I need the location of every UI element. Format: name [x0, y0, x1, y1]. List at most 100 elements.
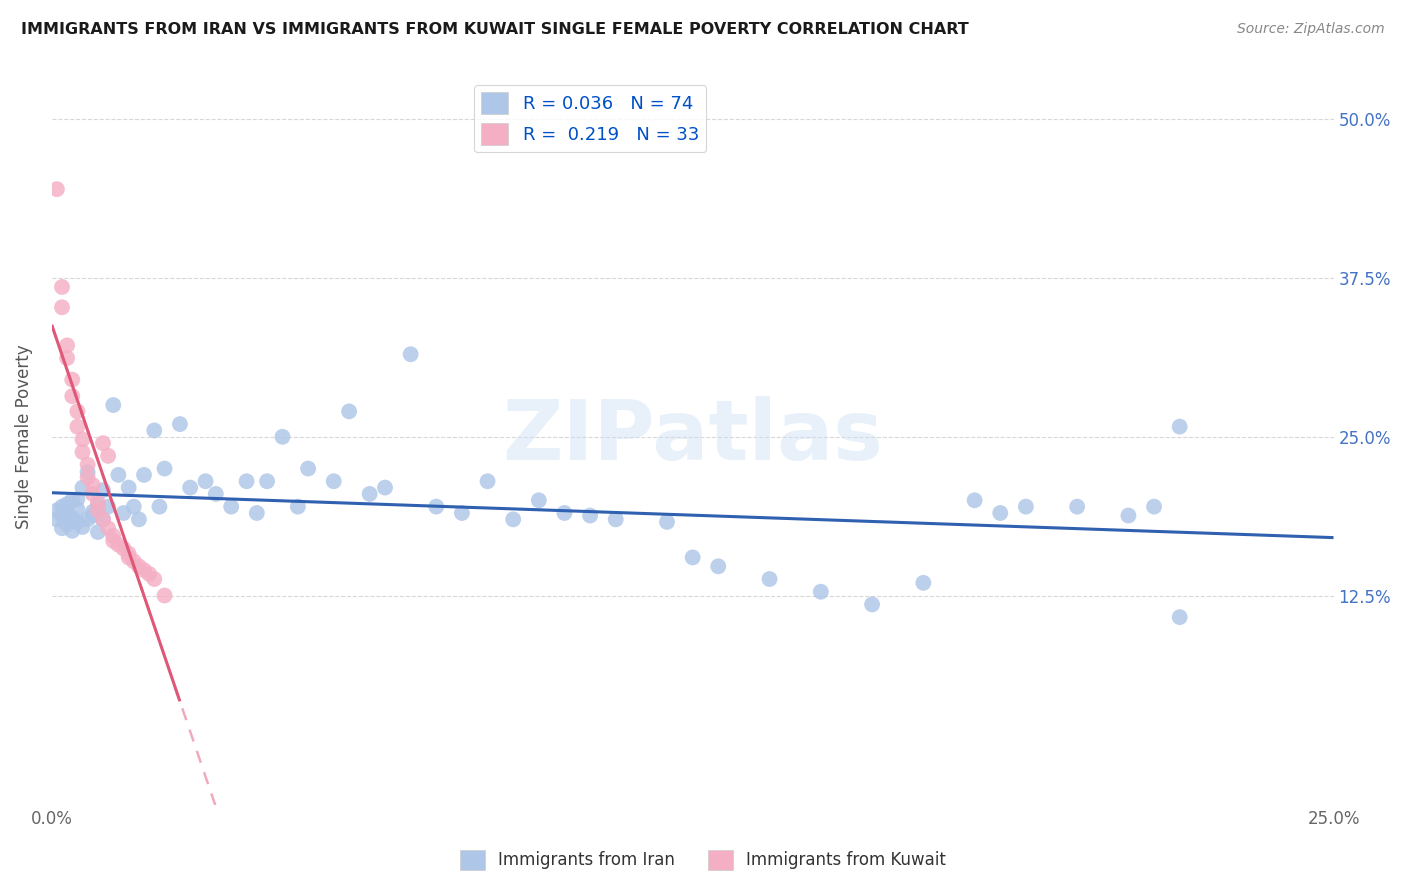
Point: [132, 563, 155, 577]
Point: [82, 487, 104, 501]
Point: [128, 512, 150, 526]
Point: [235, 475, 257, 489]
Point: [1066, 500, 1088, 514]
Point: [72, 445, 94, 459]
Point: [605, 512, 627, 526]
Point: [527, 493, 550, 508]
Point: [143, 424, 166, 438]
Point: [56, 351, 79, 365]
Point: [1118, 508, 1140, 523]
Point: [51, 521, 73, 535]
Point: [758, 572, 780, 586]
Point: [97, 449, 120, 463]
Point: [579, 508, 602, 523]
Point: [287, 500, 309, 514]
Point: [707, 559, 730, 574]
Point: [359, 487, 381, 501]
Point: [1168, 610, 1191, 624]
Point: [82, 508, 104, 523]
Point: [87, 496, 110, 510]
Point: [87, 503, 110, 517]
Text: ZIPatlas: ZIPatlas: [502, 396, 883, 477]
Point: [45, 503, 67, 517]
Point: [477, 475, 499, 489]
Point: [103, 533, 125, 548]
Point: [66, 515, 89, 529]
Legend: R = 0.036   N = 74, R =  0.219   N = 33: R = 0.036 N = 74, R = 0.219 N = 33: [474, 85, 706, 153]
Point: [810, 584, 832, 599]
Point: [56, 517, 79, 532]
Point: [60, 524, 83, 538]
Point: [143, 572, 166, 586]
Point: [1168, 419, 1191, 434]
Point: [169, 417, 191, 431]
Point: [51, 280, 73, 294]
Point: [118, 547, 141, 561]
Point: [66, 404, 89, 418]
Point: [56, 497, 79, 511]
Point: [72, 520, 94, 534]
Y-axis label: Single Female Poverty: Single Female Poverty: [15, 344, 32, 529]
Point: [118, 481, 141, 495]
Point: [60, 373, 83, 387]
Point: [1143, 500, 1166, 514]
Point: [103, 529, 125, 543]
Point: [1015, 500, 1038, 514]
Point: [60, 493, 83, 508]
Point: [97, 521, 120, 535]
Point: [103, 398, 125, 412]
Point: [128, 559, 150, 574]
Point: [153, 461, 176, 475]
Point: [56, 338, 79, 352]
Point: [132, 467, 155, 482]
Point: [425, 500, 447, 514]
Point: [107, 538, 129, 552]
Point: [91, 483, 114, 497]
Point: [45, 512, 67, 526]
Point: [122, 500, 145, 514]
Point: [112, 541, 135, 556]
Point: [138, 566, 160, 581]
Point: [502, 512, 524, 526]
Point: [60, 389, 83, 403]
Point: [76, 470, 98, 484]
Point: [82, 478, 104, 492]
Point: [66, 491, 89, 506]
Point: [374, 481, 396, 495]
Point: [76, 458, 98, 472]
Point: [337, 404, 360, 418]
Text: IMMIGRANTS FROM IRAN VS IMMIGRANTS FROM KUWAIT SINGLE FEMALE POVERTY CORRELATION: IMMIGRANTS FROM IRAN VS IMMIGRANTS FROM …: [21, 22, 969, 37]
Point: [76, 512, 98, 526]
Point: [82, 505, 104, 519]
Point: [682, 550, 704, 565]
Point: [45, 182, 67, 196]
Point: [60, 511, 83, 525]
Point: [122, 554, 145, 568]
Point: [51, 508, 73, 523]
Point: [204, 487, 226, 501]
Point: [860, 598, 883, 612]
Point: [451, 506, 474, 520]
Point: [297, 461, 319, 475]
Point: [256, 475, 278, 489]
Point: [112, 506, 135, 520]
Point: [219, 500, 242, 514]
Point: [51, 500, 73, 514]
Legend: Immigrants from Iran, Immigrants from Kuwait: Immigrants from Iran, Immigrants from Ku…: [453, 843, 953, 877]
Point: [66, 502, 89, 516]
Point: [51, 300, 73, 314]
Point: [322, 475, 344, 489]
Point: [72, 481, 94, 495]
Point: [87, 499, 110, 513]
Point: [91, 436, 114, 450]
Point: [56, 506, 79, 520]
Point: [194, 475, 217, 489]
Point: [963, 493, 986, 508]
Point: [91, 512, 114, 526]
Point: [118, 550, 141, 565]
Point: [97, 500, 120, 514]
Point: [72, 433, 94, 447]
Text: Source: ZipAtlas.com: Source: ZipAtlas.com: [1237, 22, 1385, 37]
Point: [988, 506, 1011, 520]
Point: [246, 506, 269, 520]
